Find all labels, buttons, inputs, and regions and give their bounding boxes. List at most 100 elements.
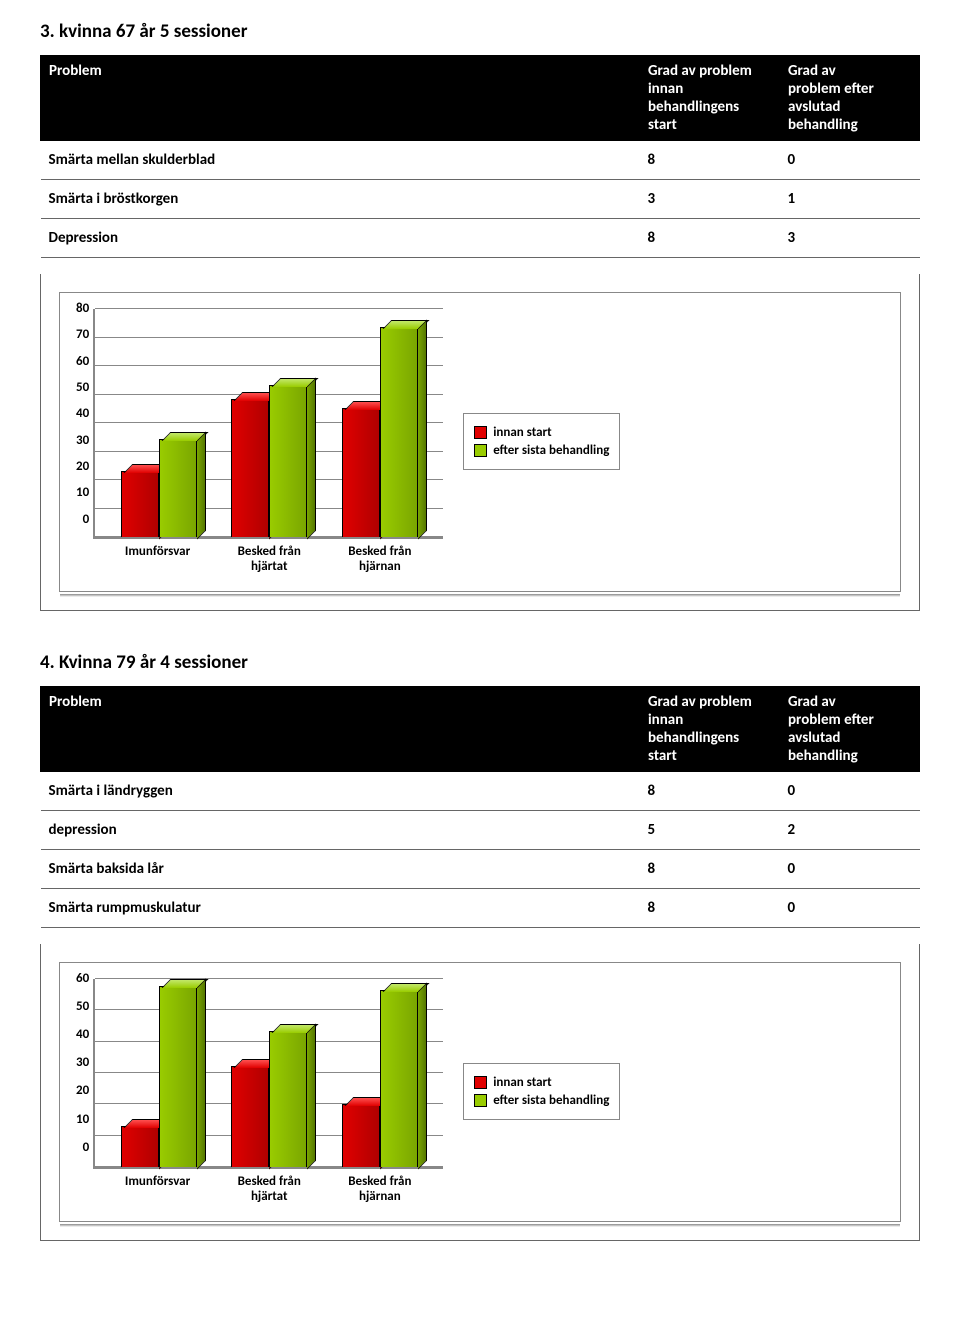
y-tick-label: 0 <box>83 1141 90 1169</box>
y-tick-label: 10 <box>76 486 89 512</box>
bar-group <box>121 439 197 537</box>
table-header-before: Grad av problem innan behandlingens star… <box>640 686 780 771</box>
table-cell: 0 <box>780 141 920 180</box>
legend-label: innan start <box>493 425 551 440</box>
table-cell: Smärta baksida lår <box>41 849 640 888</box>
problem-table: Problem Grad av problem innan behandling… <box>40 55 920 258</box>
bar <box>380 327 418 537</box>
bar <box>231 399 269 537</box>
table-header-problem: Problem <box>41 686 640 771</box>
table-cell: 0 <box>780 771 920 810</box>
bar <box>159 439 197 537</box>
legend-item: efter sista behandling <box>474 443 609 458</box>
x-tick-label: Imunförsvar <box>125 1175 190 1205</box>
bar <box>342 408 380 537</box>
table-cell: 8 <box>640 141 780 180</box>
section: 3. kvinna 67 år 5 sessioner Problem Grad… <box>40 20 920 611</box>
table-header-after: Grad av problem efter avslutad behandlin… <box>780 686 920 771</box>
chart-legend: innan start efter sista behandling <box>463 1063 620 1120</box>
table-cell: 8 <box>640 771 780 810</box>
y-tick-label: 0 <box>83 513 90 539</box>
table-cell: Smärta mellan skulderblad <box>41 141 640 180</box>
y-tick-label: 60 <box>76 355 89 381</box>
legend-swatch-icon <box>474 444 487 457</box>
table-row: Smärta i bröstkorgen 3 1 <box>41 180 920 219</box>
y-tick-label: 60 <box>76 972 89 1000</box>
bar <box>380 990 418 1167</box>
table-cell: 8 <box>640 849 780 888</box>
section-title: 4. Kvinna 79 år 4 sessioner <box>40 651 920 674</box>
y-tick-label: 50 <box>76 1000 89 1028</box>
legend-swatch-icon <box>474 1094 487 1107</box>
table-row: Smärta baksida lår 8 0 <box>41 849 920 888</box>
bar-group <box>342 327 418 537</box>
y-tick-label: 40 <box>76 407 89 433</box>
x-tick-label: Besked frånhjärnan <box>348 545 411 575</box>
table-row: Smärta rumpmuskulatur 8 0 <box>41 888 920 927</box>
chart: 80706050403020100 Imunförsvar Besked frånh… <box>59 292 901 592</box>
table-cell: Smärta i bröstkorgen <box>41 180 640 219</box>
table-row: Smärta i ländryggen 8 0 <box>41 771 920 810</box>
plot-area <box>93 309 443 539</box>
legend-label: innan start <box>493 1075 551 1090</box>
x-tick-label: Besked frånhjärtat <box>238 545 301 575</box>
table-header-problem: Problem <box>41 56 640 141</box>
chart-legend: innan start efter sista behandling <box>463 413 620 470</box>
table-cell: Smärta rumpmuskulatur <box>41 888 640 927</box>
chart-container: 6050403020100 Imunförsvar Besked frånhjärt… <box>40 944 920 1241</box>
bar <box>269 385 307 537</box>
x-tick-label: Imunförsvar <box>125 545 190 575</box>
table-cell: 8 <box>640 219 780 258</box>
x-tick-label: Besked frånhjärtat <box>238 1175 301 1205</box>
y-tick-label: 50 <box>76 381 89 407</box>
table-cell: Smärta i ländryggen <box>41 771 640 810</box>
x-tick-label: Besked frånhjärnan <box>348 1175 411 1205</box>
table-cell: 0 <box>780 849 920 888</box>
section: 4. Kvinna 79 år 4 sessioner Problem Grad… <box>40 651 920 1241</box>
table-row: Smärta mellan skulderblad 8 0 <box>41 141 920 180</box>
y-tick-label: 80 <box>76 302 89 328</box>
table-cell: Depression <box>41 219 640 258</box>
table-cell: depression <box>41 810 640 849</box>
table-cell: 8 <box>640 888 780 927</box>
table-cell: 3 <box>780 219 920 258</box>
bar <box>121 471 159 537</box>
bar <box>159 986 197 1167</box>
y-tick-label: 40 <box>76 1028 89 1056</box>
legend-label: efter sista behandling <box>493 443 609 458</box>
chart-container: 80706050403020100 Imunförsvar Besked frånh… <box>40 274 920 611</box>
legend-label: efter sista behandling <box>493 1093 609 1108</box>
problem-table: Problem Grad av problem innan behandling… <box>40 686 920 928</box>
legend-swatch-icon <box>474 1076 487 1089</box>
table-header-after: Grad av problem efter avslutad behandlin… <box>780 56 920 141</box>
legend-item: innan start <box>474 1075 609 1090</box>
table-cell: 5 <box>640 810 780 849</box>
table-cell: 3 <box>640 180 780 219</box>
legend-item: efter sista behandling <box>474 1093 609 1108</box>
legend-item: innan start <box>474 425 609 440</box>
y-tick-label: 30 <box>76 1056 89 1084</box>
table-cell: 2 <box>780 810 920 849</box>
legend-swatch-icon <box>474 426 487 439</box>
bar-group <box>231 1031 307 1167</box>
bar <box>342 1104 380 1167</box>
table-header-before: Grad av problem innan behandlingens star… <box>640 56 780 141</box>
y-tick-label: 30 <box>76 434 89 460</box>
bar <box>121 1126 159 1167</box>
table-row: Depression 8 3 <box>41 219 920 258</box>
bar <box>231 1066 269 1167</box>
bar-group <box>342 990 418 1167</box>
section-title: 3. kvinna 67 år 5 sessioner <box>40 20 920 43</box>
bar-group <box>231 385 307 537</box>
y-tick-label: 20 <box>76 1084 89 1112</box>
y-tick-label: 20 <box>76 460 89 486</box>
y-tick-label: 70 <box>76 328 89 354</box>
table-cell: 1 <box>780 180 920 219</box>
y-tick-label: 10 <box>76 1113 89 1141</box>
chart: 6050403020100 Imunförsvar Besked frånhjärt… <box>59 962 901 1222</box>
table-cell: 0 <box>780 888 920 927</box>
bar-group <box>121 986 197 1167</box>
plot-area <box>93 979 443 1169</box>
table-row: depression 5 2 <box>41 810 920 849</box>
bar <box>269 1031 307 1167</box>
